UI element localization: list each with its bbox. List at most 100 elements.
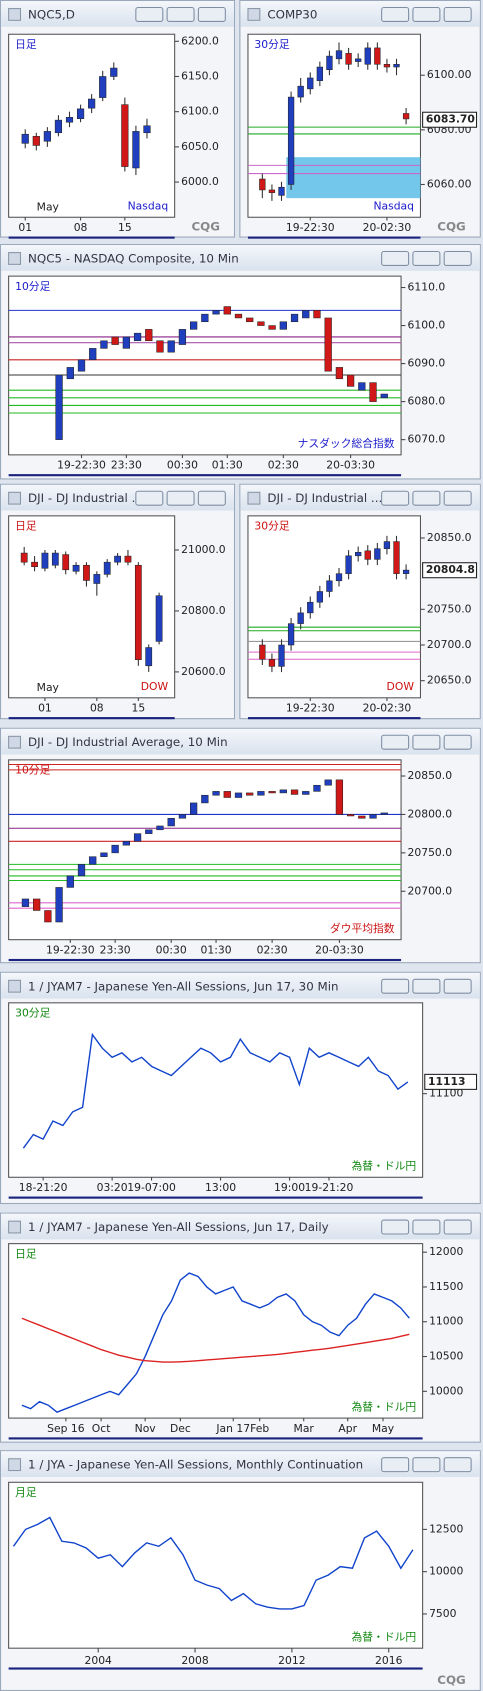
candle-body (335, 573, 343, 582)
candle-body (178, 329, 187, 345)
window-button[interactable] (381, 978, 410, 994)
y-tick-label: 20650.0 (427, 674, 472, 687)
candle-body (324, 317, 332, 372)
window-button[interactable] (412, 250, 441, 266)
candle-body (287, 96, 295, 185)
annotation: 日足 (15, 1247, 37, 1260)
window-button[interactable] (443, 1219, 472, 1235)
x-tick-label: 15 (118, 221, 132, 234)
window-button[interactable] (381, 490, 410, 506)
candle-body (364, 47, 371, 65)
time-strip (8, 1667, 423, 1670)
x-tick-label: 01 (18, 221, 32, 234)
candle-body (167, 818, 175, 827)
window-button[interactable] (443, 250, 472, 266)
y-tick-label: 12500 (429, 1522, 463, 1535)
last-price-box (424, 1073, 478, 1090)
candle-body (346, 814, 355, 817)
annotation: DOW (141, 680, 169, 693)
window-icon (8, 252, 22, 265)
y-tick-label: 20800.0 (181, 604, 226, 617)
y-tick-label: 6050.0 (181, 140, 219, 153)
window-button[interactable] (443, 734, 472, 750)
x-tick-label: 2004 (84, 1654, 112, 1667)
annotation: May (37, 681, 60, 694)
window-button[interactable] (381, 250, 410, 266)
time-strip (247, 717, 421, 720)
window-button[interactable] (412, 734, 441, 750)
window-button[interactable] (197, 490, 226, 506)
candle-body (100, 340, 108, 349)
title-bar (1, 484, 234, 511)
time-strip (247, 236, 421, 239)
candle-body (99, 76, 107, 98)
price-line (12, 1516, 414, 1610)
y-tick-label: 20750.0 (408, 846, 453, 859)
window-button[interactable] (381, 734, 410, 750)
x-tick-label: 03:20 (97, 1181, 128, 1194)
window-button[interactable] (412, 1219, 441, 1235)
candle-body (31, 561, 38, 568)
time-strip (8, 474, 402, 477)
annotation: DOW (387, 680, 415, 693)
last-price: 20804.8 (426, 563, 475, 576)
window-title: NQC5 - NASDAQ Composite, 10 Min (28, 252, 239, 266)
window-button[interactable] (197, 6, 226, 22)
candle-body (134, 564, 142, 660)
x-tick-label: 02:30 (268, 459, 299, 472)
x-tick-label: 20-03:30 (315, 943, 364, 956)
window-button[interactable] (135, 490, 164, 506)
x-tick-label: 19-22:30 (46, 943, 95, 956)
window-button[interactable] (381, 1219, 410, 1235)
x-tick-label: 19-22:30 (286, 221, 335, 234)
x-tick-label: Feb (250, 1422, 269, 1435)
candle-body (43, 131, 51, 142)
y-tick-label: 7500 (429, 1607, 457, 1620)
window-icon (8, 8, 22, 21)
candle-body (62, 554, 70, 571)
window-button[interactable] (443, 6, 472, 22)
candle-body (302, 791, 310, 795)
y-tick-label: 11000 (429, 1315, 463, 1328)
window-title: DJI - DJ Industrial Average, 10 Min (28, 735, 228, 749)
window-button[interactable] (166, 6, 195, 22)
window-button[interactable] (381, 6, 410, 22)
window-button[interactable] (412, 490, 441, 506)
candle-body (297, 612, 304, 624)
candle-body (313, 784, 321, 792)
window-button[interactable] (166, 490, 195, 506)
window-button[interactable] (443, 978, 472, 994)
x-tick-label: 15 (131, 702, 145, 715)
window-button[interactable] (135, 6, 164, 22)
x-tick-label: 20-02:30 (363, 221, 412, 234)
candle-body (55, 374, 63, 440)
window-button[interactable] (443, 490, 472, 506)
x-tick-label: 00:30 (156, 943, 187, 956)
candle-body (33, 898, 41, 911)
window-button[interactable] (412, 6, 441, 22)
candle-body (155, 595, 163, 642)
plot-area (8, 1002, 424, 1178)
candle-body (145, 647, 153, 667)
zone (286, 157, 421, 199)
candle-body (111, 336, 119, 345)
window-button[interactable] (412, 978, 441, 994)
candle-body (257, 321, 265, 326)
window-button[interactable] (443, 1457, 472, 1473)
window-button[interactable] (412, 1457, 441, 1473)
candle-body (156, 340, 164, 353)
candle-body (369, 814, 377, 819)
y-tick-label: 20850.0 (408, 769, 453, 782)
candle-body (145, 329, 153, 342)
candle-body (223, 791, 231, 798)
window-button[interactable] (381, 1457, 410, 1473)
candle-body (156, 825, 164, 831)
plot-area (8, 1481, 424, 1649)
candle-body (316, 66, 323, 81)
candle-body (55, 887, 63, 923)
logo: CQG (437, 219, 465, 233)
y-tick-label: 6150.0 (181, 70, 219, 83)
candle-body (358, 815, 366, 819)
annotation: Nasdaq (373, 200, 414, 213)
candle-body (369, 382, 377, 402)
